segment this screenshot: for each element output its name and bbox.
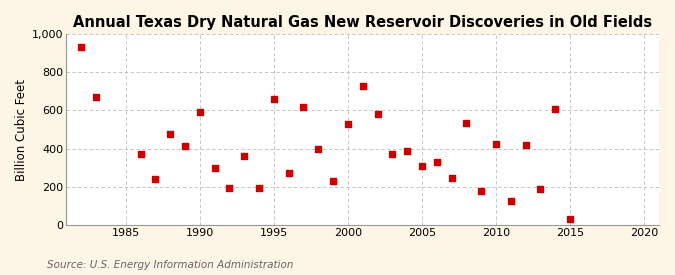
Point — [269, 97, 279, 101]
Point — [165, 132, 176, 137]
Text: Source: U.S. Energy Information Administration: Source: U.S. Energy Information Administ… — [47, 260, 294, 270]
Point — [357, 83, 368, 88]
Point — [342, 122, 353, 126]
Point — [239, 154, 250, 159]
Point — [446, 176, 457, 181]
Point — [298, 104, 309, 109]
Point — [402, 148, 412, 153]
Title: Annual Texas Dry Natural Gas New Reservoir Discoveries in Old Fields: Annual Texas Dry Natural Gas New Reservo… — [73, 15, 652, 30]
Point — [313, 147, 323, 151]
Point — [416, 164, 427, 168]
Point — [90, 95, 101, 99]
Point — [224, 186, 235, 190]
Point — [209, 166, 220, 170]
Point — [150, 177, 161, 182]
Point — [565, 217, 576, 222]
Point — [372, 112, 383, 117]
Point — [550, 107, 561, 112]
Point — [135, 152, 146, 157]
Point — [327, 179, 338, 183]
Point — [535, 187, 546, 191]
Point — [284, 170, 294, 175]
Point — [254, 186, 265, 190]
Point — [180, 144, 190, 148]
Point — [431, 160, 442, 164]
Point — [491, 142, 502, 146]
Point — [520, 143, 531, 147]
Point — [476, 189, 487, 193]
Point — [76, 45, 86, 50]
Point — [461, 121, 472, 125]
Point — [387, 152, 398, 157]
Y-axis label: Billion Cubic Feet: Billion Cubic Feet — [15, 79, 28, 181]
Point — [194, 110, 205, 115]
Point — [506, 199, 516, 204]
